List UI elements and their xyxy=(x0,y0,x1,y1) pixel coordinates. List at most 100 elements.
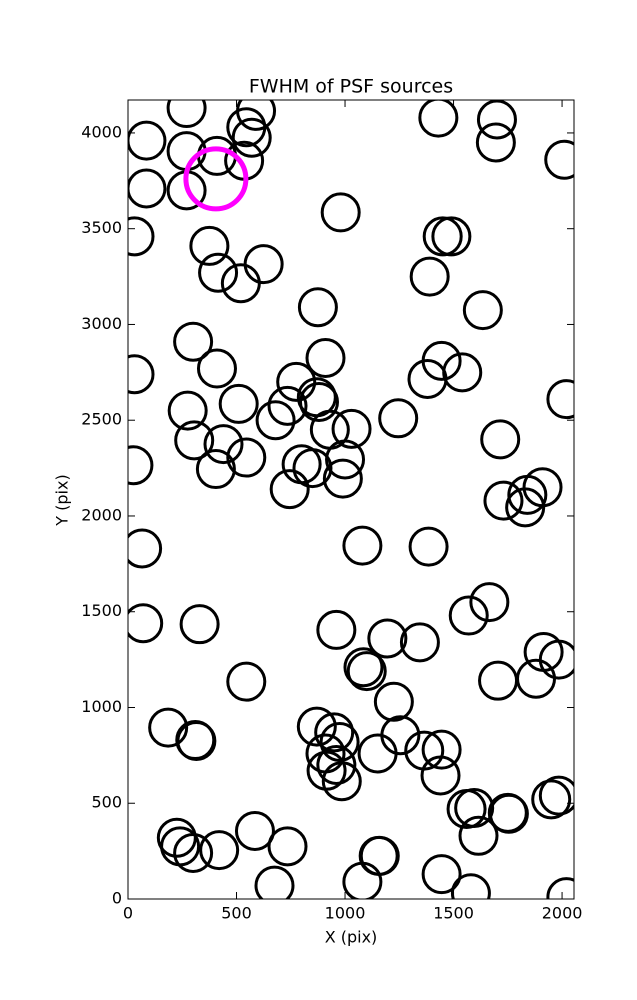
source-circle xyxy=(399,622,440,663)
source-circle xyxy=(546,877,574,899)
source-circle xyxy=(234,811,275,852)
source-circle xyxy=(267,385,308,426)
source-circle xyxy=(316,744,357,785)
source-circle xyxy=(276,361,317,402)
source-circle xyxy=(480,419,521,460)
source-circle xyxy=(296,706,337,747)
y-tick-label: 3500 xyxy=(81,218,122,237)
source-circle xyxy=(343,647,384,688)
source-circle xyxy=(475,122,516,163)
source-circle xyxy=(442,352,483,393)
source-circle xyxy=(173,321,214,362)
plot-frame xyxy=(127,99,575,900)
y-tick-label: 500 xyxy=(91,793,122,812)
source-circle xyxy=(128,168,167,209)
source-circle xyxy=(128,528,163,569)
source-circle xyxy=(195,449,236,490)
source-circle xyxy=(367,618,408,659)
x-tick-label: 1000 xyxy=(325,904,366,923)
x-tick-label: 1500 xyxy=(433,904,474,923)
source-circle xyxy=(128,120,167,161)
source-circle xyxy=(421,729,462,770)
source-circle xyxy=(320,192,361,233)
source-circle xyxy=(462,290,503,331)
source-circle xyxy=(226,437,267,478)
source-circle xyxy=(531,779,572,820)
source-circle xyxy=(342,525,383,566)
source-circle xyxy=(199,830,240,871)
source-circle xyxy=(166,100,207,129)
source-circle xyxy=(203,424,244,465)
source-circle xyxy=(254,865,295,899)
source-circle xyxy=(478,660,519,701)
source-circle xyxy=(544,139,574,180)
source-circle xyxy=(255,400,296,441)
source-circle xyxy=(378,398,419,439)
source-circle xyxy=(220,263,261,304)
source-circle xyxy=(488,793,529,834)
source-circle xyxy=(448,595,489,636)
x-tick-label: 2000 xyxy=(542,904,583,923)
source-circle xyxy=(422,216,463,257)
source-circle xyxy=(522,467,563,508)
source-circle xyxy=(267,826,308,867)
source-circle xyxy=(269,469,310,510)
source-circle xyxy=(174,420,215,461)
source-circle xyxy=(128,216,155,257)
source-circle xyxy=(331,408,372,449)
source-circle xyxy=(409,256,450,297)
source-circle xyxy=(373,681,414,722)
y-tick-label: 4000 xyxy=(81,122,122,141)
source-circle xyxy=(538,775,574,816)
source-circle xyxy=(322,458,363,499)
source-circle xyxy=(483,480,524,521)
source-circle xyxy=(357,733,398,774)
y-tick-label: 3000 xyxy=(81,314,122,333)
source-circle xyxy=(408,526,449,567)
source-circle xyxy=(314,712,355,753)
y-tick-label: 2000 xyxy=(81,505,122,524)
source-circle xyxy=(176,721,217,762)
source-circle xyxy=(450,873,491,899)
source-circle xyxy=(173,833,214,874)
source-circle xyxy=(346,651,387,692)
source-circle xyxy=(196,348,237,389)
source-circle xyxy=(231,117,272,158)
y-tick-label: 1500 xyxy=(81,601,122,620)
source-circle xyxy=(226,107,267,148)
source-circle xyxy=(421,854,462,895)
source-circle xyxy=(226,661,267,702)
highlight-circle xyxy=(183,146,249,212)
source-circle xyxy=(321,761,362,802)
source-circle xyxy=(298,382,339,423)
source-circle xyxy=(458,815,499,856)
source-circle xyxy=(325,439,366,480)
y-tick-label: 1000 xyxy=(81,697,122,716)
source-circle xyxy=(342,861,383,899)
y-tick-label: 2500 xyxy=(81,410,122,429)
source-circle xyxy=(297,287,338,328)
source-circle xyxy=(476,100,517,140)
source-circle xyxy=(469,582,510,623)
y-axis-label: Y (pix) xyxy=(53,474,72,526)
source-circle xyxy=(148,707,189,748)
source-circle xyxy=(546,379,574,420)
x-axis-label: X (pix) xyxy=(325,928,378,947)
x-tick-label: 0 xyxy=(123,904,133,923)
source-circle xyxy=(319,721,360,762)
source-circle xyxy=(179,604,220,645)
source-circle xyxy=(431,216,472,257)
source-circle xyxy=(128,354,155,395)
x-tick-label: 500 xyxy=(221,904,252,923)
source-circle xyxy=(292,448,333,489)
source-circle xyxy=(198,252,239,293)
source-circle xyxy=(420,755,461,796)
source-circle xyxy=(189,225,230,266)
y-tick-label: 0 xyxy=(112,889,122,908)
plot-area xyxy=(128,100,574,899)
source-circle xyxy=(316,609,357,650)
source-circle xyxy=(167,390,208,431)
source-circle xyxy=(128,445,154,486)
source-circle xyxy=(128,603,164,644)
